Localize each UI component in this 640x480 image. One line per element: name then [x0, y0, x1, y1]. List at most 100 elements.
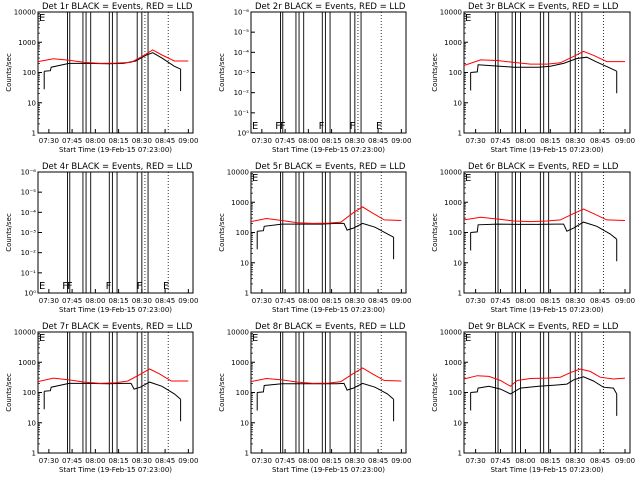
- x-tick-label: 08:30: [132, 137, 152, 145]
- y-tick-label: 10000: [227, 169, 249, 177]
- y-axis-label: Counts/sec: [431, 213, 439, 252]
- events-line: [44, 381, 181, 400]
- flag-label: E: [39, 281, 45, 292]
- x-tick-label: 07:30: [466, 137, 486, 145]
- flag-label: E: [465, 13, 471, 24]
- y-tick-label: 100: [23, 389, 36, 397]
- y-tick-label: 10: [27, 99, 36, 107]
- x-tick-label: 08:45: [155, 137, 175, 145]
- lld-line: [463, 368, 626, 387]
- flag-label: F: [280, 121, 286, 132]
- y-tick-label: 10000: [14, 329, 36, 337]
- chart-panel: Det 5r BLACK = Events, RED = LLD 1 10 100 10…: [218, 162, 411, 314]
- x-tick-label: 08:00: [298, 137, 318, 145]
- plot-frame: [463, 171, 631, 294]
- x-tick-label: 08:30: [565, 457, 585, 465]
- chart-panel: Det 1r BLACK = Events, RED = LLD 1 10 100 10…: [5, 2, 198, 154]
- y-tick-label: 1: [32, 450, 36, 458]
- chart-panel: Det 9r BLACK = Events, RED = LLD 1 10 100 10…: [431, 322, 635, 474]
- x-tick-label: 07:45: [490, 137, 510, 145]
- flag-label: F: [62, 281, 68, 292]
- x-tick-label: 07:45: [275, 137, 295, 145]
- panel-title: Det 6r BLACK = Events, RED = LLD: [468, 162, 619, 172]
- y-tick-label: 1000: [18, 359, 36, 367]
- x-tick-label: 09:00: [178, 297, 198, 305]
- x-tick-label: 08:00: [515, 137, 535, 145]
- plot-frame: [250, 11, 407, 134]
- panel-title: Det 7r BLACK = Events, RED = LLD: [42, 322, 193, 332]
- x-axis-label: Start Time (19-Feb-15 07:23:00): [59, 306, 172, 314]
- x-axis-label: Start Time (19-Feb-15 07:23:00): [59, 466, 172, 474]
- plot-frame: [463, 331, 631, 454]
- panel-title: Det 4r BLACK = Events, RED = LLD: [42, 162, 193, 172]
- panel-title: Det 3r BLACK = Events, RED = LLD: [468, 2, 619, 12]
- flag-label: E: [465, 333, 471, 344]
- y-axis-label: Counts/sec: [5, 373, 13, 412]
- flag-label: E: [465, 173, 471, 184]
- y-tick-label: 100: [449, 69, 462, 77]
- flag-label: E: [39, 333, 45, 344]
- panel-title: Det 1r BLACK = Events, RED = LLD: [42, 2, 193, 12]
- events-line: [470, 56, 617, 73]
- y-tick-label: 1: [458, 290, 462, 298]
- y-tick-label: 10⁻⁵: [234, 29, 250, 37]
- panel-title: Det 2r BLACK = Events, RED = LLD: [255, 2, 406, 12]
- chart-panel: Det 6r BLACK = Events, RED = LLD 1 10 100 10…: [431, 162, 635, 314]
- x-tick-label: 09:00: [391, 457, 411, 465]
- y-tick-label: 10000: [227, 329, 249, 337]
- x-tick-label: 09:00: [615, 297, 635, 305]
- y-tick-label: 10⁰: [24, 290, 36, 298]
- flag-label: E: [252, 333, 258, 344]
- x-tick-label: 08:15: [109, 137, 129, 145]
- y-tick-label: 10⁻⁴: [21, 209, 37, 217]
- x-tick-label: 08:30: [132, 457, 152, 465]
- x-tick-label: 08:45: [590, 297, 610, 305]
- x-tick-label: 07:30: [252, 457, 272, 465]
- lld-line: [463, 208, 626, 223]
- x-tick-label: 07:45: [62, 457, 82, 465]
- y-tick-label: 10⁻⁶: [21, 169, 37, 177]
- y-tick-label: 10⁻⁵: [21, 189, 37, 197]
- x-tick-label: 08:15: [540, 297, 560, 305]
- flag-label: E: [252, 121, 258, 132]
- chart-panel: Det 8r BLACK = Events, RED = LLD 1 10 100 10…: [218, 322, 411, 474]
- y-tick-label: 1000: [444, 199, 462, 207]
- x-axis-label: Start Time (19-Feb-15 07:23:00): [272, 146, 385, 154]
- flag-label: E: [376, 121, 382, 132]
- flag-label: F: [67, 281, 73, 292]
- x-tick-label: 07:45: [275, 297, 295, 305]
- y-axis-label: Counts/sec: [218, 213, 226, 252]
- plot-frame: [37, 331, 194, 454]
- x-tick-label: 08:15: [322, 457, 342, 465]
- x-tick-label: 07:30: [39, 457, 59, 465]
- flag-label: F: [275, 121, 281, 132]
- x-tick-label: 09:00: [391, 297, 411, 305]
- x-tick-label: 08:15: [109, 297, 129, 305]
- x-tick-label: 08:30: [345, 137, 365, 145]
- y-tick-label: 10: [453, 259, 462, 267]
- x-tick-label: 08:45: [368, 137, 388, 145]
- x-tick-label: 08:00: [515, 457, 535, 465]
- y-tick-label: 1: [245, 290, 249, 298]
- y-tick-label: 1000: [444, 359, 462, 367]
- y-tick-label: 100: [449, 229, 462, 237]
- y-axis-label: Counts/sec: [431, 53, 439, 92]
- x-tick-label: 07:30: [252, 137, 272, 145]
- lld-line: [37, 368, 189, 384]
- events-line: [470, 376, 618, 395]
- x-tick-label: 08:30: [345, 457, 365, 465]
- events-line: [44, 52, 181, 72]
- x-tick-label: 09:00: [391, 137, 411, 145]
- y-tick-label: 1000: [444, 39, 462, 47]
- x-tick-label: 08:45: [368, 297, 388, 305]
- x-tick-label: 07:30: [466, 297, 486, 305]
- x-tick-label: 08:15: [540, 457, 560, 465]
- y-axis-label: Counts/sec: [431, 373, 439, 412]
- y-tick-label: 100: [449, 389, 462, 397]
- x-tick-label: 07:45: [62, 137, 82, 145]
- x-tick-label: 08:45: [368, 457, 388, 465]
- lld-line: [463, 50, 625, 66]
- x-tick-label: 08:15: [322, 297, 342, 305]
- flag-label: F: [319, 121, 325, 132]
- x-axis-label: Start Time (19-Feb-15 07:23:00): [272, 466, 385, 474]
